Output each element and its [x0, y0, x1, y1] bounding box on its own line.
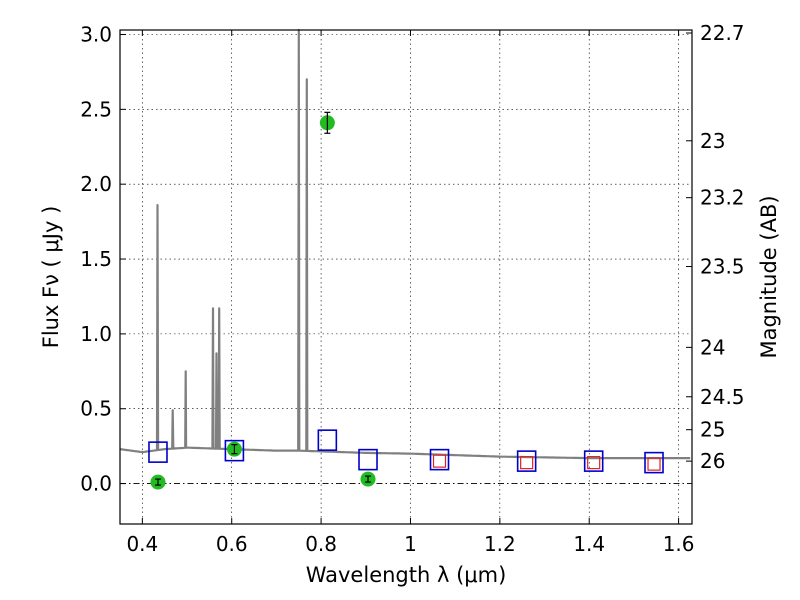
y2-tick-label: 23.2: [700, 186, 745, 210]
red-square-marker: [587, 456, 601, 470]
y2-tick-label: 24: [700, 335, 725, 359]
y-tick-label: 0.5: [80, 397, 112, 421]
blue-square-marker: [583, 450, 604, 472]
x-tick-label: 0.6: [216, 532, 248, 556]
x-axis-title: Wavelength λ (μm): [306, 563, 507, 587]
y2-tick-label: 23: [700, 129, 725, 153]
red-square-marker: [647, 457, 661, 471]
y-tick-label: 3.0: [80, 22, 112, 46]
y-tick-label: 1.0: [80, 322, 112, 346]
y2-tick-label: 22.7: [700, 21, 745, 45]
y-tick-label: 2.0: [80, 172, 112, 196]
model-spectrum-line: [119, 28, 691, 460]
y-tick-label: 2.5: [80, 97, 112, 121]
y-tick-label: 0.0: [80, 472, 112, 496]
grid: [120, 30, 692, 524]
red-square-marker: [432, 454, 447, 468]
data-markers: [148, 111, 664, 490]
y2-tick-label: 23.5: [700, 255, 745, 279]
y2-tick-label: 24.5: [700, 385, 745, 409]
x-tick-label: 1.6: [663, 532, 695, 556]
x-tick-label: 0.8: [305, 532, 337, 556]
x-tick-label: 1.2: [484, 532, 516, 556]
y2-tick-label: 26: [700, 449, 725, 473]
blue-square-marker: [148, 441, 168, 463]
plot-frame: [119, 29, 693, 525]
y2-axis-title: Magnitude (AB): [757, 195, 781, 358]
x-tick-label: 0.4: [126, 532, 158, 556]
blue-square-marker: [644, 451, 664, 474]
y2-tick-label: 25: [700, 418, 725, 442]
model-spectrum: [119, 28, 691, 460]
blue-square-marker: [358, 448, 378, 471]
red-square-marker: [520, 456, 534, 470]
blue-square-marker: [224, 439, 245, 462]
blue-square-marker: [516, 450, 537, 472]
axis-ticks: 0.4 0.6 0.8 1 1.2 1.4 1.6 0.0 0.5 1.0 1.5 2.0 2.5 3.0…: [80, 21, 744, 556]
blue-square-marker: [317, 429, 338, 451]
x-tick-label: 1.4: [573, 532, 605, 556]
y-axis-title: Flux Fν ( μJy ): [39, 206, 63, 349]
x-tick-label: 1: [404, 532, 417, 556]
blue-square-marker: [429, 448, 450, 471]
y-tick-label: 1.5: [80, 247, 112, 271]
